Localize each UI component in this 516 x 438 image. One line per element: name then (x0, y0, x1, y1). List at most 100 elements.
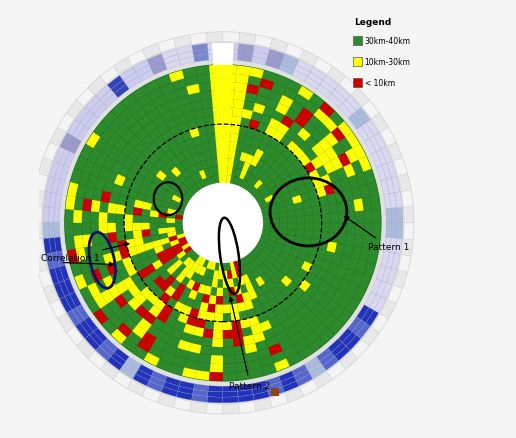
Wedge shape (251, 324, 263, 335)
Wedge shape (176, 251, 186, 260)
Wedge shape (254, 149, 264, 160)
Wedge shape (159, 281, 170, 293)
Wedge shape (304, 162, 316, 174)
Wedge shape (211, 261, 216, 271)
Wedge shape (237, 302, 246, 312)
Wedge shape (133, 208, 142, 216)
Wedge shape (59, 281, 70, 297)
Wedge shape (45, 177, 55, 193)
Wedge shape (223, 150, 229, 159)
Wedge shape (76, 127, 89, 142)
Wedge shape (156, 311, 169, 323)
Wedge shape (117, 240, 127, 251)
Wedge shape (198, 284, 206, 294)
Wedge shape (179, 381, 195, 389)
Wedge shape (154, 299, 166, 311)
Wedge shape (163, 56, 179, 65)
FancyBboxPatch shape (353, 79, 362, 88)
Wedge shape (314, 371, 332, 389)
Wedge shape (393, 270, 407, 289)
Wedge shape (167, 232, 176, 238)
Wedge shape (38, 270, 53, 289)
Wedge shape (178, 237, 187, 244)
Wedge shape (230, 261, 235, 271)
Wedge shape (281, 116, 294, 129)
Wedge shape (87, 283, 101, 298)
Wedge shape (387, 285, 402, 304)
Wedge shape (227, 271, 233, 279)
Wedge shape (101, 191, 111, 203)
Wedge shape (253, 332, 265, 343)
Wedge shape (223, 74, 236, 83)
Wedge shape (101, 290, 114, 304)
Wedge shape (254, 180, 263, 190)
Wedge shape (239, 170, 247, 180)
Wedge shape (314, 109, 329, 124)
Wedge shape (171, 167, 181, 177)
Wedge shape (253, 104, 265, 115)
Wedge shape (310, 366, 326, 379)
Wedge shape (127, 51, 146, 67)
Wedge shape (331, 127, 345, 143)
Wedge shape (156, 171, 167, 181)
Wedge shape (260, 320, 272, 332)
Wedge shape (199, 267, 206, 276)
Wedge shape (74, 275, 87, 290)
Wedge shape (144, 264, 156, 275)
Wedge shape (260, 79, 274, 91)
Wedge shape (114, 371, 132, 389)
Wedge shape (60, 265, 70, 281)
Wedge shape (126, 265, 137, 277)
Wedge shape (207, 396, 223, 403)
Wedge shape (64, 279, 75, 295)
Wedge shape (381, 148, 392, 164)
Wedge shape (137, 268, 149, 280)
Wedge shape (186, 85, 200, 95)
Wedge shape (316, 85, 331, 99)
Wedge shape (335, 346, 350, 361)
Wedge shape (215, 133, 223, 142)
Wedge shape (239, 402, 256, 413)
Wedge shape (337, 122, 352, 138)
Wedge shape (366, 120, 379, 137)
Wedge shape (248, 290, 257, 300)
Wedge shape (93, 309, 108, 325)
Wedge shape (187, 260, 196, 269)
Wedge shape (327, 362, 346, 379)
Wedge shape (237, 384, 252, 392)
Wedge shape (165, 286, 176, 297)
Wedge shape (268, 50, 284, 60)
Wedge shape (43, 143, 58, 162)
Wedge shape (236, 294, 244, 304)
Wedge shape (192, 282, 201, 292)
Wedge shape (372, 114, 388, 133)
Wedge shape (191, 395, 208, 402)
Wedge shape (223, 305, 231, 314)
Wedge shape (214, 321, 223, 330)
Wedge shape (49, 223, 55, 239)
Wedge shape (32, 223, 42, 240)
Wedge shape (216, 297, 223, 305)
Wedge shape (181, 266, 190, 276)
Wedge shape (171, 290, 182, 301)
Wedge shape (233, 337, 245, 347)
Wedge shape (95, 346, 111, 361)
Wedge shape (304, 357, 320, 369)
Wedge shape (328, 339, 343, 353)
Wedge shape (223, 142, 230, 150)
Wedge shape (88, 351, 106, 369)
Wedge shape (369, 137, 381, 152)
Wedge shape (100, 90, 114, 104)
Wedge shape (209, 66, 223, 75)
FancyBboxPatch shape (353, 58, 362, 67)
Wedge shape (67, 101, 84, 120)
Wedge shape (147, 293, 159, 305)
Wedge shape (111, 81, 126, 94)
Wedge shape (213, 271, 219, 279)
Wedge shape (404, 223, 414, 240)
Wedge shape (223, 321, 232, 330)
Wedge shape (281, 376, 297, 387)
Wedge shape (195, 318, 206, 329)
Wedge shape (189, 128, 200, 139)
Wedge shape (218, 271, 223, 280)
